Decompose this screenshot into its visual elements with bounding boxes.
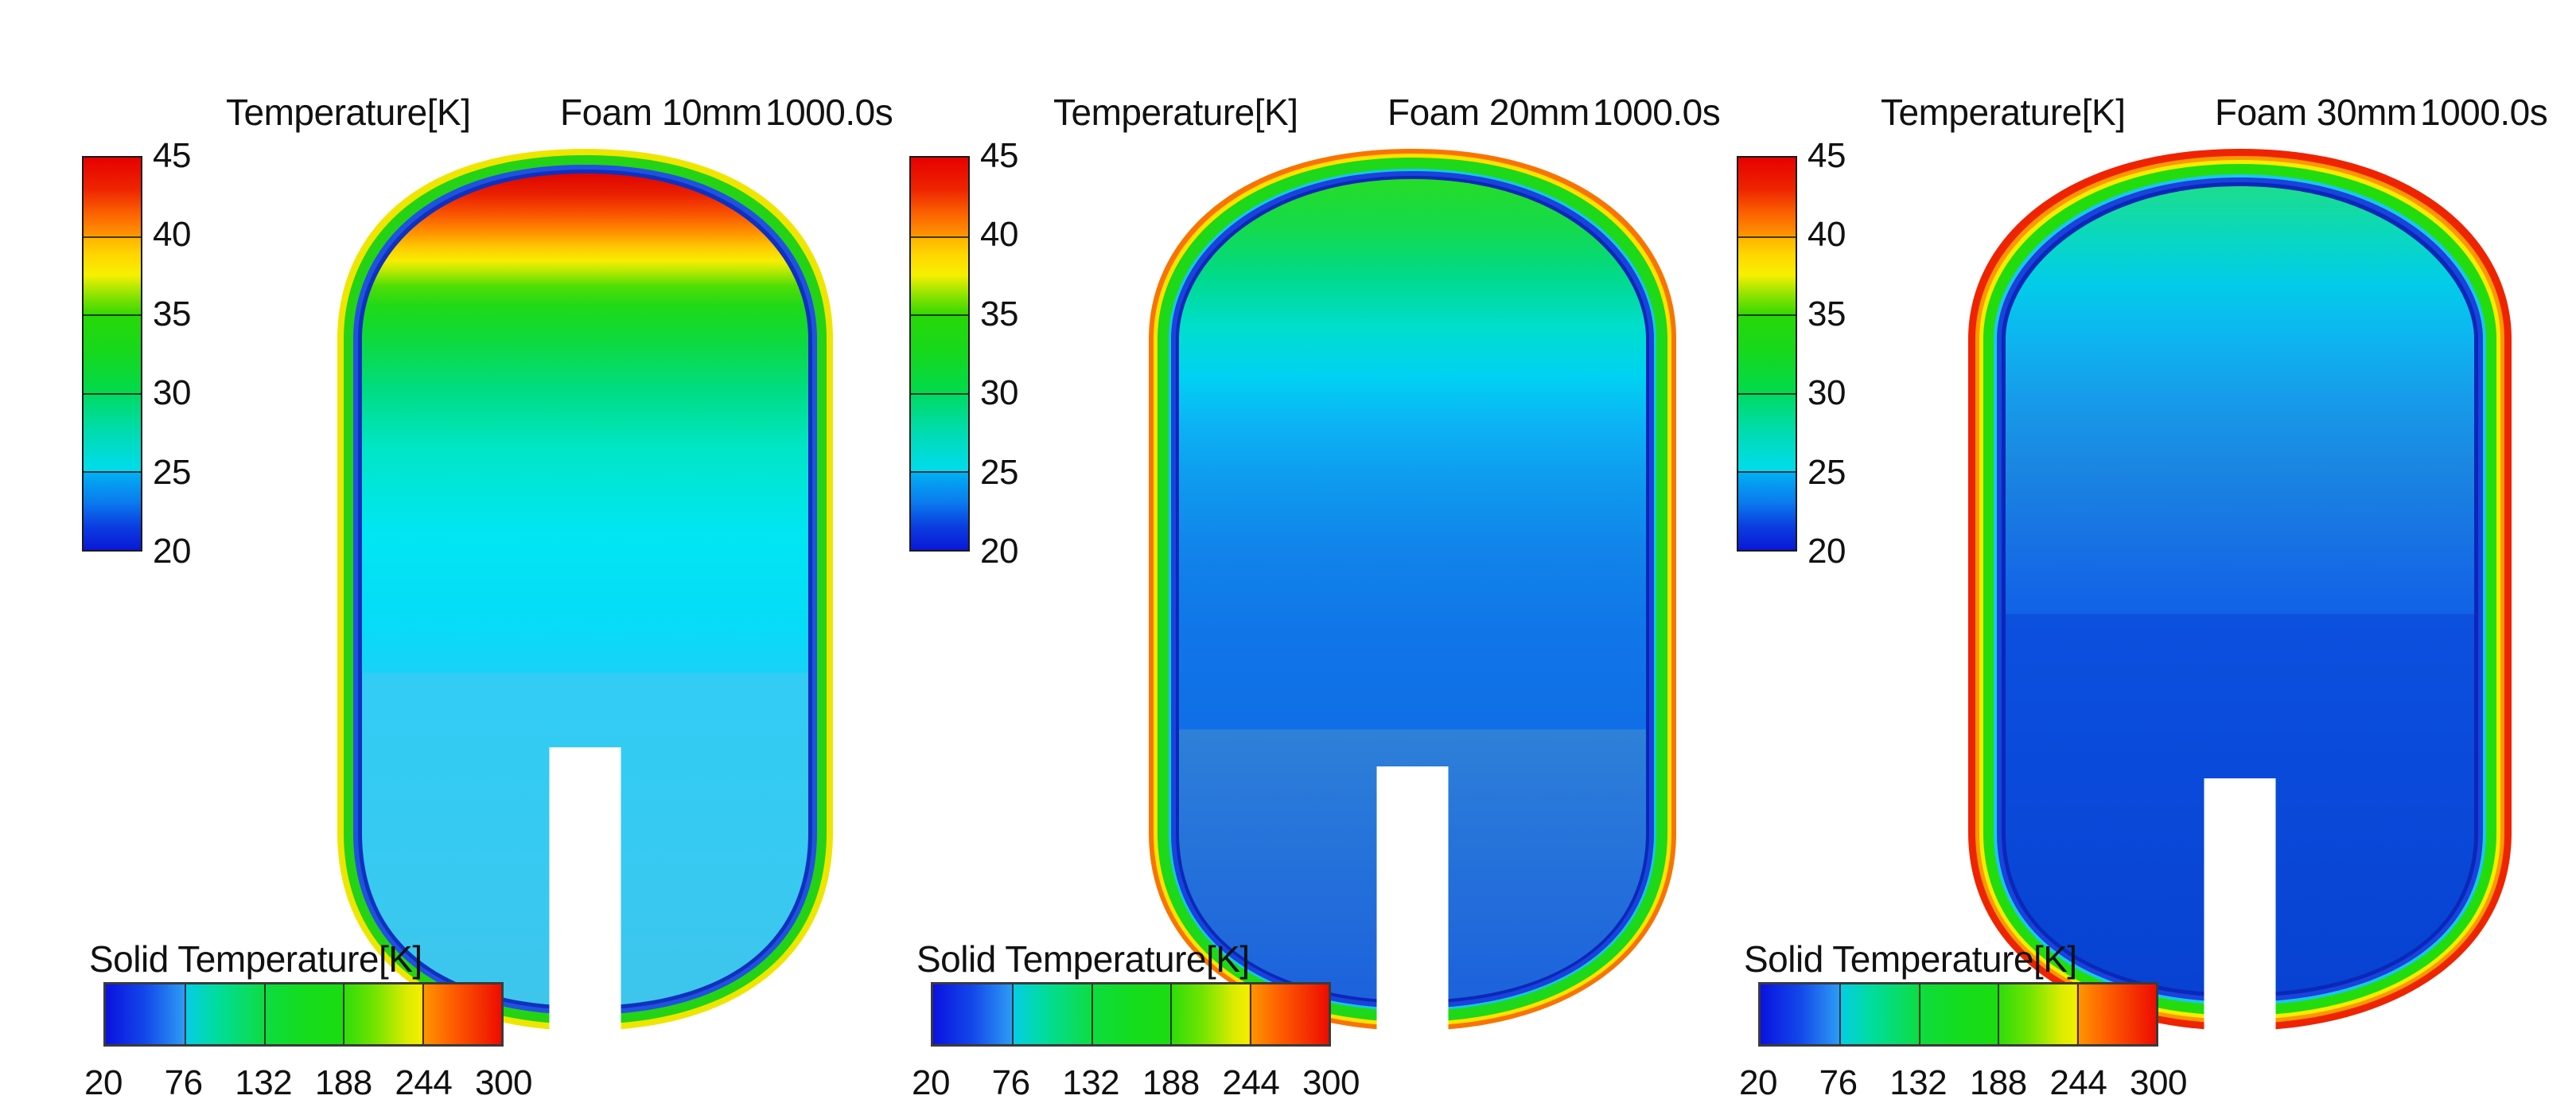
fluid-temperature-colorbar (82, 156, 142, 552)
colorbar-divider (1738, 392, 1796, 395)
tank-support-notch (1376, 766, 1448, 1031)
fluid-colorbar-tick-label: 25 (980, 452, 1018, 492)
colorbar-divider (2076, 984, 2079, 1044)
colorbar-divider (911, 236, 968, 238)
fluid-colorbar-tick-label: 35 (1807, 294, 1846, 333)
tank-interior-contour (2005, 186, 2474, 993)
solid-colorbar-tick-label: 76 (164, 1063, 203, 1102)
solid-colorbar-tick-label: 20 (84, 1063, 123, 1102)
fluid-colorbar-tick-label: 30 (153, 373, 191, 413)
solid-colorbar-tick-label: 300 (1302, 1063, 1360, 1102)
fluid-colorbar-title: Temperature[K] (226, 92, 471, 133)
colorbar-divider (911, 314, 968, 317)
tank-contour-foam-20mm (1148, 149, 1676, 1031)
fluid-colorbar-tick-label: 20 (980, 532, 1018, 571)
colorbar-divider (911, 392, 968, 395)
panel-title-foam: Foam 10mm (560, 92, 762, 133)
solid-temperature-colorbar (103, 982, 504, 1047)
colorbar-divider (1738, 314, 1796, 317)
colorbar-divider (1738, 236, 1796, 238)
solid-colorbar-tick-label: 132 (235, 1063, 293, 1102)
panel-title-time: 1000.0s (765, 92, 893, 133)
tank-support-notch (2204, 778, 2275, 1031)
tank-contour-foam-10mm (337, 149, 833, 1031)
fluid-colorbar-tick-label: 40 (153, 215, 191, 255)
tank-interior-contour (1178, 179, 1646, 1000)
colorbar-divider (84, 314, 141, 317)
panel-foam-20mm: Temperature[K] Foam 20mm 1000.0s Solid T… (827, 0, 1721, 1115)
fluid-colorbar-tick-label: 25 (153, 452, 191, 492)
fluid-colorbar-title: Temperature[K] (1053, 92, 1298, 133)
panel-foam-30mm: Temperature[K] Foam 30mm 1000.0s Solid T… (1655, 0, 2548, 1115)
solid-colorbar-title: Solid Temperature[K] (916, 938, 1250, 980)
fluid-colorbar-tick-label: 30 (980, 373, 1018, 413)
fluid-colorbar-tick-label: 20 (153, 532, 191, 571)
solid-colorbar-tick-label: 188 (314, 1063, 372, 1102)
colorbar-divider (1012, 984, 1014, 1044)
solid-colorbar-tick-label: 76 (1819, 1063, 1858, 1102)
solid-colorbar-tick-label: 244 (2049, 1063, 2107, 1102)
solid-colorbar-tick-label: 188 (1969, 1063, 2027, 1102)
fluid-colorbar-tick-label: 40 (980, 215, 1018, 255)
solid-colorbar-tick-label: 244 (1222, 1063, 1280, 1102)
tank-interior-contour (361, 173, 808, 1006)
colorbar-divider (1738, 471, 1796, 474)
fluid-colorbar-tick-label: 20 (1807, 532, 1846, 571)
fluid-colorbar-tick-label: 40 (1807, 215, 1846, 255)
colorbar-divider (1091, 984, 1093, 1044)
colorbar-divider (1918, 984, 1920, 1044)
fluid-colorbar-title: Temperature[K] (1881, 92, 2126, 133)
solid-colorbar-tick-label: 300 (2130, 1063, 2187, 1102)
fluid-colorbar-tick-label: 25 (1807, 452, 1846, 492)
colorbar-divider (263, 984, 266, 1044)
tank-support-notch (549, 747, 621, 1031)
panel-foam-10mm: Temperature[K] Foam 10mm 1000.0s Solid T… (0, 0, 893, 1115)
solid-colorbar-tick-label: 132 (1062, 1063, 1120, 1102)
solid-colorbar-title: Solid Temperature[K] (1744, 938, 2077, 980)
solid-colorbar-tick-label: 244 (395, 1063, 453, 1102)
panel-title-foam: Foam 30mm (2215, 92, 2417, 133)
tank-contour-foam-30mm (1967, 149, 2512, 1031)
solid-temperature-colorbar (931, 982, 1331, 1047)
solid-colorbar-tick-label: 20 (912, 1063, 950, 1102)
fluid-colorbar-tick-label: 45 (980, 136, 1018, 175)
panel-title-foam: Foam 20mm (1387, 92, 1590, 133)
fluid-colorbar-tick-label: 45 (153, 136, 191, 175)
fluid-colorbar-tick-label: 45 (1807, 136, 1846, 175)
colorbar-divider (343, 984, 345, 1044)
colorbar-divider (1998, 984, 2000, 1044)
solid-colorbar-tick-label: 76 (991, 1063, 1030, 1102)
solid-temperature-colorbar (1758, 982, 2158, 1047)
fluid-temperature-colorbar (1737, 156, 1797, 552)
fluid-colorbar-tick-label: 35 (980, 294, 1018, 333)
colorbar-divider (185, 984, 187, 1044)
colorbar-divider (1249, 984, 1251, 1044)
colorbar-divider (84, 471, 141, 474)
colorbar-divider (84, 236, 141, 238)
panel-title-time: 1000.0s (2420, 92, 2548, 133)
colorbar-divider (1839, 984, 1842, 1044)
panel-title-time: 1000.0s (1593, 92, 1721, 133)
colorbar-divider (84, 392, 141, 395)
fluid-temperature-colorbar (909, 156, 970, 552)
solid-colorbar-title: Solid Temperature[K] (89, 938, 422, 980)
fluid-colorbar-tick-label: 35 (153, 294, 191, 333)
fluid-colorbar-tick-label: 30 (1807, 373, 1846, 413)
solid-colorbar-tick-label: 300 (475, 1063, 532, 1102)
colorbar-divider (422, 984, 424, 1044)
solid-colorbar-tick-label: 20 (1739, 1063, 1777, 1102)
colorbar-divider (911, 471, 968, 474)
solid-colorbar-tick-label: 188 (1142, 1063, 1200, 1102)
solid-colorbar-tick-label: 132 (1889, 1063, 1948, 1102)
colorbar-divider (1170, 984, 1173, 1044)
